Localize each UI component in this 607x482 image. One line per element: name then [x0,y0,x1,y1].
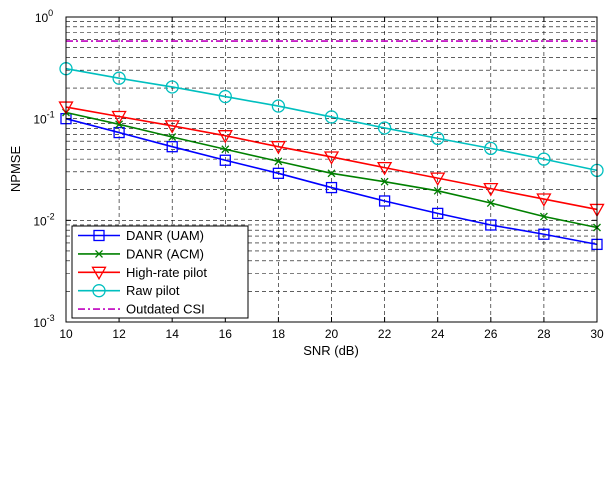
data-point-square [166,141,178,153]
data-point-triangle [376,161,393,176]
data-point-triangle [430,172,446,186]
y-axis-label: NPMSE [8,146,23,193]
legend-item: High-rate pilot [78,265,207,281]
data-point-circle [537,152,551,166]
data-point-triangle [91,266,107,281]
data-point-square [432,207,444,220]
data-point-x [221,145,230,154]
legend-item: Raw pilot [78,283,180,298]
x-stroke [433,186,442,195]
series-raw-pilot [59,62,604,178]
legend-item: DANR (UAM) [78,228,204,243]
data-point-circle [377,121,392,135]
legend-label: DANR (UAM) [126,228,204,243]
data-point-triangle [270,141,287,155]
legend: DANR (UAM) DANR (ACM) High-rate pilot Raw p… [71,225,249,319]
x-tick-label: 14 [166,327,180,341]
y-tick-label: 10-2 [33,211,54,228]
data-point-circle [92,284,106,298]
data-point-circle [271,99,286,113]
series-line [65,106,598,211]
data-point-circle [431,131,445,146]
x-tick-label: 26 [484,327,498,341]
x-tick-label: 16 [219,327,233,341]
data-point-circle [218,89,232,104]
data-point-circle [484,141,498,156]
x-tick-label: 24 [431,327,445,341]
data-point-circle [324,110,339,124]
x-stroke [95,249,103,258]
x-stroke [274,157,283,166]
data-point-x [486,199,495,207]
legend-label: Outdated CSI [126,302,205,317]
series-high-rate-pilot [58,101,605,218]
data-point-square [219,154,231,166]
x-tick-label: 12 [112,327,126,341]
series-layer [58,40,605,251]
data-point-x [327,169,336,178]
ticks: 10 12 14 16 18 20 22 24 26 28 30 10-3 10-2 10-1 100 [33,8,604,341]
data-point-triangle [217,130,233,144]
grid [65,17,598,323]
data-point-x [274,157,283,166]
data-point-square [485,219,497,231]
legend-item: Outdated CSI [78,302,205,317]
legend-label: Raw pilot [126,283,180,298]
x-tick-label: 20 [325,327,339,341]
data-point-triangle [323,151,340,165]
x-stroke [380,177,389,186]
x-axis-label: SNR (dB) [303,343,359,358]
x-stroke [486,199,495,207]
x-tick-label: 28 [537,327,551,341]
x-stroke [327,169,336,178]
x-tick-label: 18 [272,327,286,341]
y-tick-label: 10-3 [33,313,54,330]
legend-item: DANR (ACM) [78,246,204,261]
data-point-x [168,133,177,141]
data-point-square [272,167,285,179]
data-point-circle [112,71,126,85]
data-point-triangle [164,120,180,134]
data-point-triangle [111,110,127,125]
data-point-x [380,177,389,186]
x-stroke [539,212,548,221]
legend-label: DANR (ACM) [126,246,204,261]
x-tick-label: 30 [590,327,604,341]
legend-label: High-rate pilot [126,265,207,280]
data-point-square [113,126,125,139]
data-point-square [93,229,105,242]
data-point-circle [165,80,179,94]
data-point-square [325,181,338,194]
y-tick-label: 10-1 [33,110,54,127]
x-stroke [168,133,177,141]
y-tick-label: 100 [35,8,53,25]
data-point-x [95,249,103,258]
data-point-square [538,228,550,240]
series-line [65,67,598,172]
data-point-square [378,195,391,207]
data-point-x [433,186,442,195]
data-point-triangle [536,193,552,207]
x-tick-label: 22 [378,327,392,341]
data-point-x [539,212,548,221]
x-stroke [221,145,230,154]
series-danr-uam [60,113,603,251]
data-point-triangle [483,182,499,197]
x-tick-label: 10 [59,327,73,341]
series-line [65,117,598,246]
